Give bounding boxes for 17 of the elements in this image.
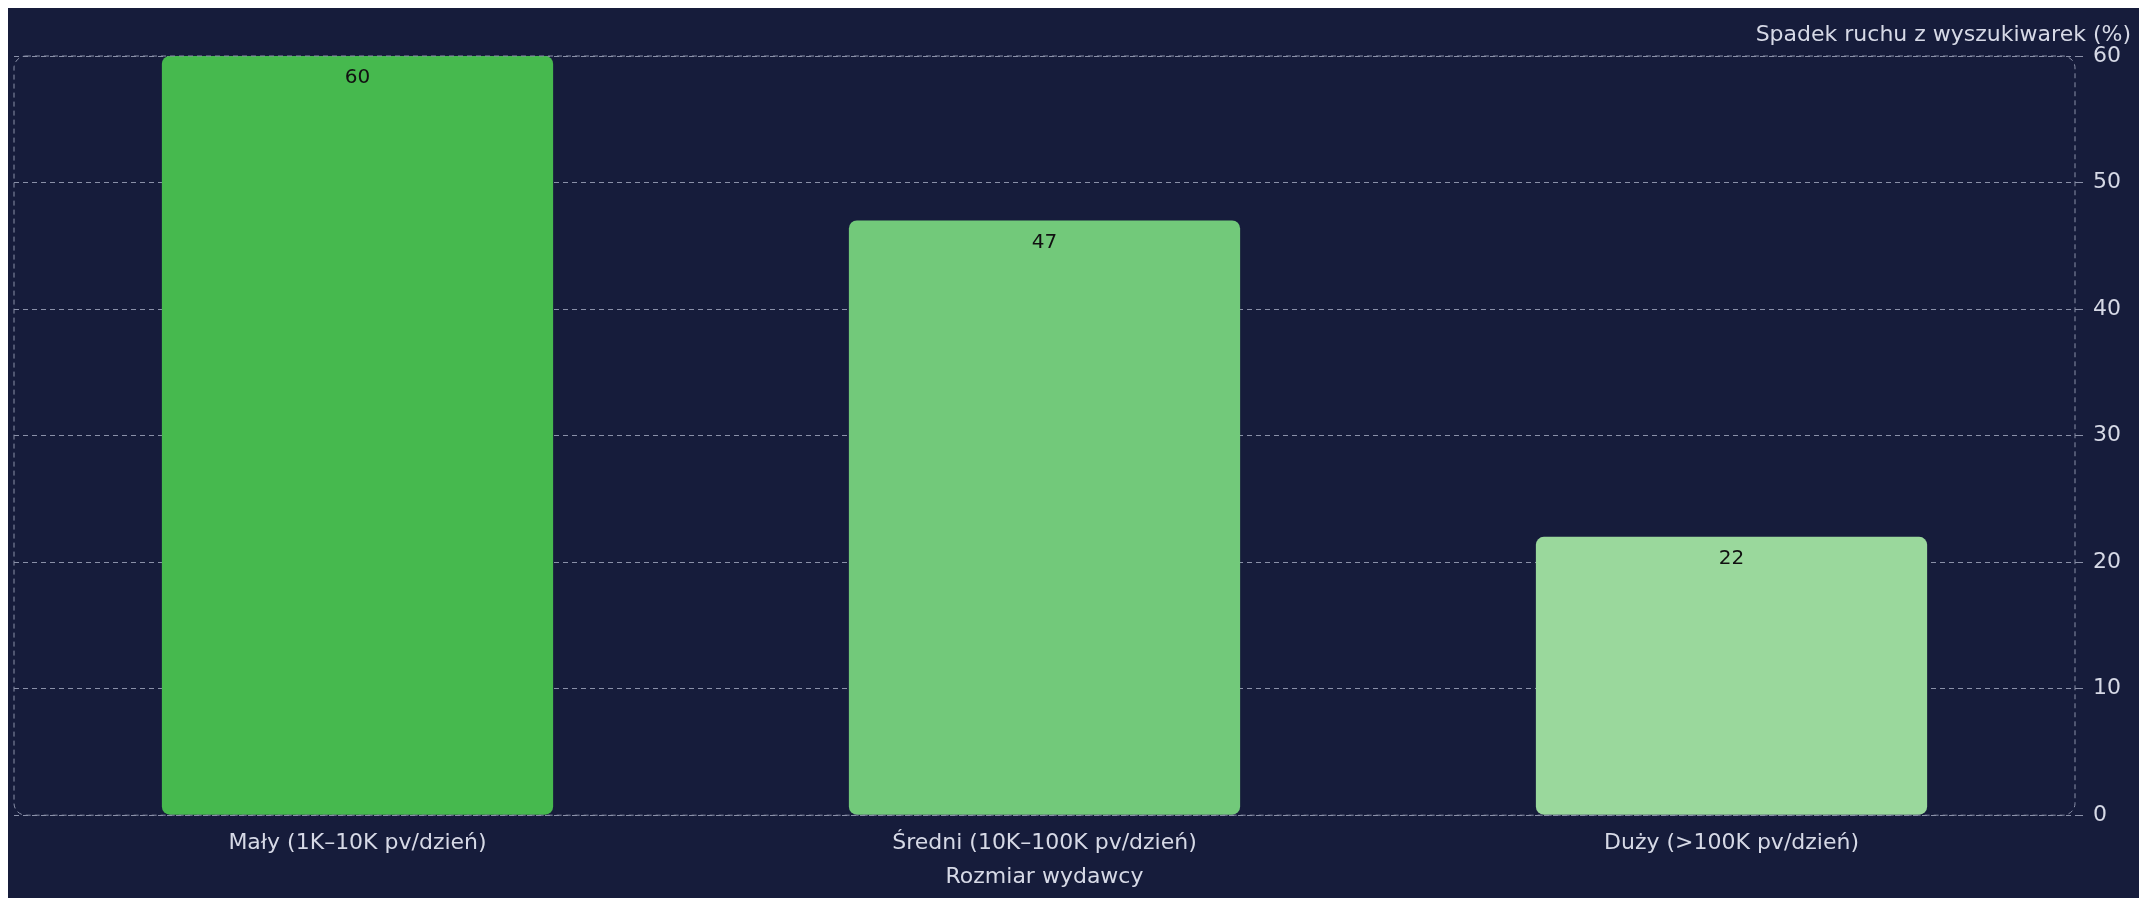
data-label: 22 [1718,545,1745,570]
y-tick-label: 40 [2093,294,2122,320]
y-tick-label: 30 [2093,421,2122,447]
y-axis-title: Spadek ruchu z wyszukiwarek (%) [1755,20,2131,46]
y-tick-label: 0 [2093,800,2108,826]
data-label: 60 [344,64,371,89]
y-tick-label: 20 [2093,547,2122,573]
y-tick-label: 50 [2093,168,2122,194]
bar [161,56,554,815]
bar [1535,536,1928,815]
data-label: 47 [1031,228,1058,253]
x-tick-label: Średni (10K–100K pv/dzień) [892,829,1197,855]
bar [848,220,1241,815]
x-tick-label: Mały (1K–10K pv/dzień) [228,829,487,855]
y-tick-label: 10 [2093,674,2122,700]
x-tick-label: Duży (>100K pv/dzień) [1604,829,1859,855]
x-axis-title: Rozmiar wydawcy [945,862,1144,888]
